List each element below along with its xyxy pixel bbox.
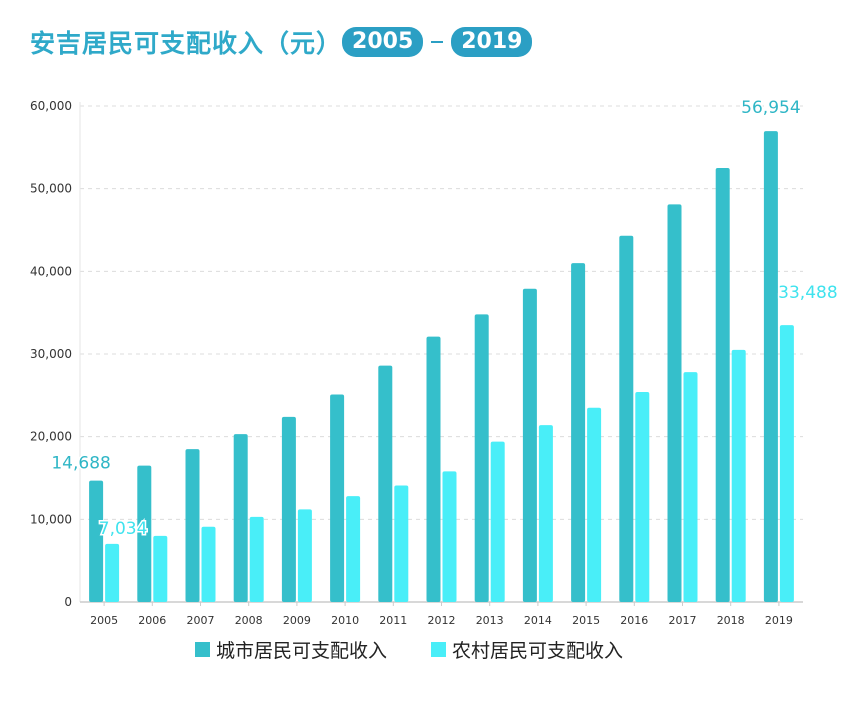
- data-label: 14,688: [51, 454, 110, 474]
- x-tick-label: 2010: [331, 614, 359, 627]
- y-tick-label: 60,000: [30, 99, 72, 113]
- bar-rural: [490, 441, 505, 602]
- bar-urban: [89, 480, 104, 602]
- y-tick-label: 40,000: [30, 264, 72, 278]
- x-tick-label: 2015: [572, 614, 600, 627]
- x-tick-label: 2011: [379, 614, 407, 627]
- legend: 城市居民可支配收入 农村居民可支配收入: [195, 636, 667, 663]
- y-tick-label: 50,000: [30, 182, 72, 196]
- x-tick-label: 2008: [235, 614, 263, 627]
- x-tick-label: 2017: [669, 614, 697, 627]
- y-tick-label: 10,000: [30, 512, 72, 526]
- x-tick-label: 2016: [620, 614, 648, 627]
- bar-urban: [378, 365, 393, 602]
- start-year-badge: 2005: [342, 27, 424, 57]
- legend-swatch-rural: [431, 642, 447, 657]
- legend-label-urban: 城市居民可支配收入: [216, 640, 388, 662]
- x-tick-label: 2019: [765, 614, 793, 627]
- year-range-dash: [431, 41, 444, 43]
- y-tick-label: 0: [64, 595, 72, 609]
- bar-rural: [683, 372, 698, 602]
- legend-label-rural: 农村居民可支配收入: [452, 640, 624, 662]
- bar-urban: [185, 449, 200, 602]
- bar-urban: [330, 394, 345, 602]
- bar-urban: [619, 235, 634, 602]
- bar-rural: [394, 485, 409, 602]
- bar-urban: [233, 434, 248, 602]
- bar-rural: [249, 516, 264, 602]
- x-tick-label: 2012: [428, 614, 456, 627]
- bar-urban: [522, 288, 537, 602]
- data-label: 56,954: [741, 98, 800, 118]
- bar-rural: [105, 543, 120, 602]
- bar-urban: [474, 314, 489, 602]
- end-year-badge: 2019: [451, 27, 533, 57]
- legend-item-rural: 农村居民可支配收入: [431, 636, 623, 663]
- x-tick-label: 2006: [138, 614, 166, 627]
- bar-rural: [587, 407, 602, 602]
- y-tick-label: 20,000: [30, 430, 72, 444]
- x-tick-label: 2007: [187, 614, 215, 627]
- x-tick-label: 2013: [476, 614, 504, 627]
- x-tick-label: 2009: [283, 614, 311, 627]
- bar-rural: [201, 526, 216, 602]
- bar-urban: [281, 416, 296, 602]
- bar-rural: [153, 535, 168, 602]
- bar-urban: [137, 465, 152, 602]
- bar-rural: [779, 325, 794, 602]
- bar-rural: [297, 509, 312, 602]
- bar-rural: [442, 471, 457, 602]
- x-tick-label: 2014: [524, 614, 552, 627]
- data-label: 33,488: [778, 283, 837, 303]
- bar-rural: [731, 349, 746, 602]
- legend-item-urban: 城市居民可支配收入: [195, 636, 387, 663]
- data-label: 7,034: [99, 519, 148, 539]
- bar-urban: [426, 336, 441, 602]
- bar-rural: [538, 425, 553, 602]
- chart-title: 安吉居民可支配收入（元） 2005 2019: [30, 24, 533, 60]
- y-tick-label: 30,000: [30, 347, 72, 361]
- bar-urban: [763, 131, 778, 602]
- x-tick-label: 2005: [90, 614, 118, 627]
- title-text: 安吉居民可支配收入（元）: [30, 29, 343, 58]
- x-tick-label: 2018: [717, 614, 745, 627]
- bar-rural: [346, 496, 361, 602]
- bar-urban: [715, 168, 730, 602]
- bar-rural: [635, 392, 650, 602]
- legend-swatch-urban: [195, 642, 210, 657]
- bar-urban: [667, 204, 682, 602]
- bar-urban: [571, 263, 586, 602]
